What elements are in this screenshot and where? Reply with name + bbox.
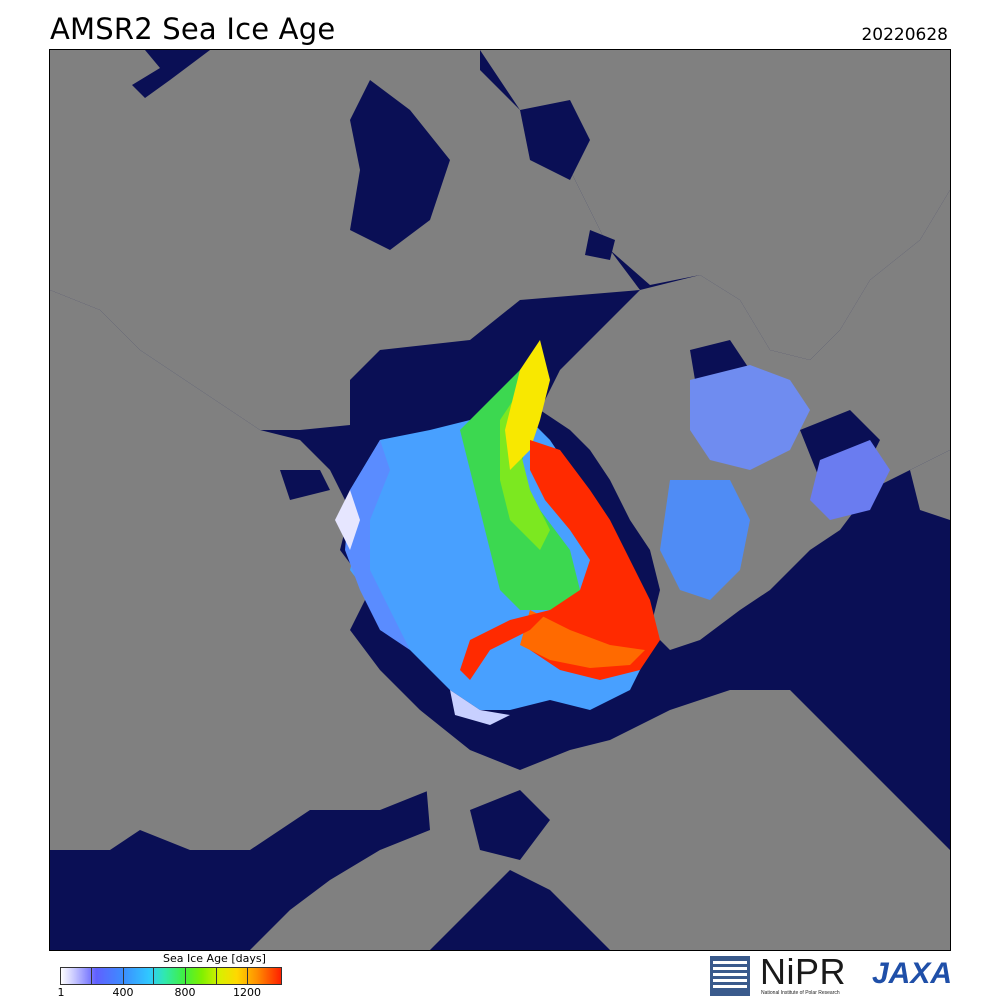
land-svalbard — [650, 110, 690, 160]
nipr-logo-text: NiPR — [760, 951, 847, 992]
baffin-bay — [520, 100, 590, 180]
legend-tick — [153, 967, 154, 985]
legend-title: Sea Ice Age [days] — [163, 952, 266, 965]
bering-strait-water — [470, 790, 550, 860]
map-canvas — [50, 50, 950, 950]
legend: Sea Ice Age [days] 1 400 800 1200 — [55, 952, 290, 999]
jaxa-logo-icon: JAXA — [872, 957, 952, 990]
land-west — [50, 290, 450, 850]
young-ice-laptev — [660, 480, 750, 600]
land — [50, 50, 950, 950]
multi-year-ice-orange — [520, 610, 645, 668]
sea-ice — [335, 340, 890, 725]
legend-color-bar — [60, 967, 282, 985]
nipr-logo-icon — [710, 956, 750, 996]
jaxa-logo-text: JAXA — [872, 957, 952, 990]
multi-year-ice — [520, 440, 660, 680]
legend-tick-label: 400 — [112, 986, 134, 999]
channel-2 — [585, 230, 615, 260]
legend-tick-label: 1200 — [233, 986, 261, 999]
land-north-america-east — [50, 50, 640, 430]
marginal-ice-edge-bottom — [450, 690, 510, 725]
young-ice-edge-left — [345, 440, 410, 650]
map-title: AMSR2 Sea Ice Age — [50, 12, 336, 46]
legend-tick — [185, 967, 186, 985]
multi-year-ice-tongue — [460, 610, 550, 680]
sea-ice-age-map — [49, 49, 951, 951]
legend-tick-label: 800 — [174, 986, 196, 999]
marginal-ice-white — [335, 490, 360, 550]
hudson-bay — [350, 80, 450, 250]
young-ice-kara — [690, 365, 810, 470]
inland-waters — [280, 80, 880, 860]
land-south — [250, 690, 950, 950]
channel-1 — [280, 470, 330, 500]
land-novaya-zemlya — [910, 450, 950, 520]
nipr-subtitle: National Institute of Polar Research — [761, 990, 840, 996]
land-greenland-north — [480, 50, 950, 360]
third-year-ice — [505, 340, 550, 470]
legend-tick — [216, 967, 217, 985]
legend-tick — [60, 967, 61, 985]
young-ice-barents — [810, 440, 890, 520]
map-date: 20220628 — [861, 25, 948, 45]
legend-tick — [247, 967, 248, 985]
legend-tick-label: 1 — [57, 986, 65, 999]
legend-tick — [91, 967, 92, 985]
agency-logos: NiPR National Institute of Polar Researc… — [708, 951, 953, 999]
legend-tick — [123, 967, 124, 985]
